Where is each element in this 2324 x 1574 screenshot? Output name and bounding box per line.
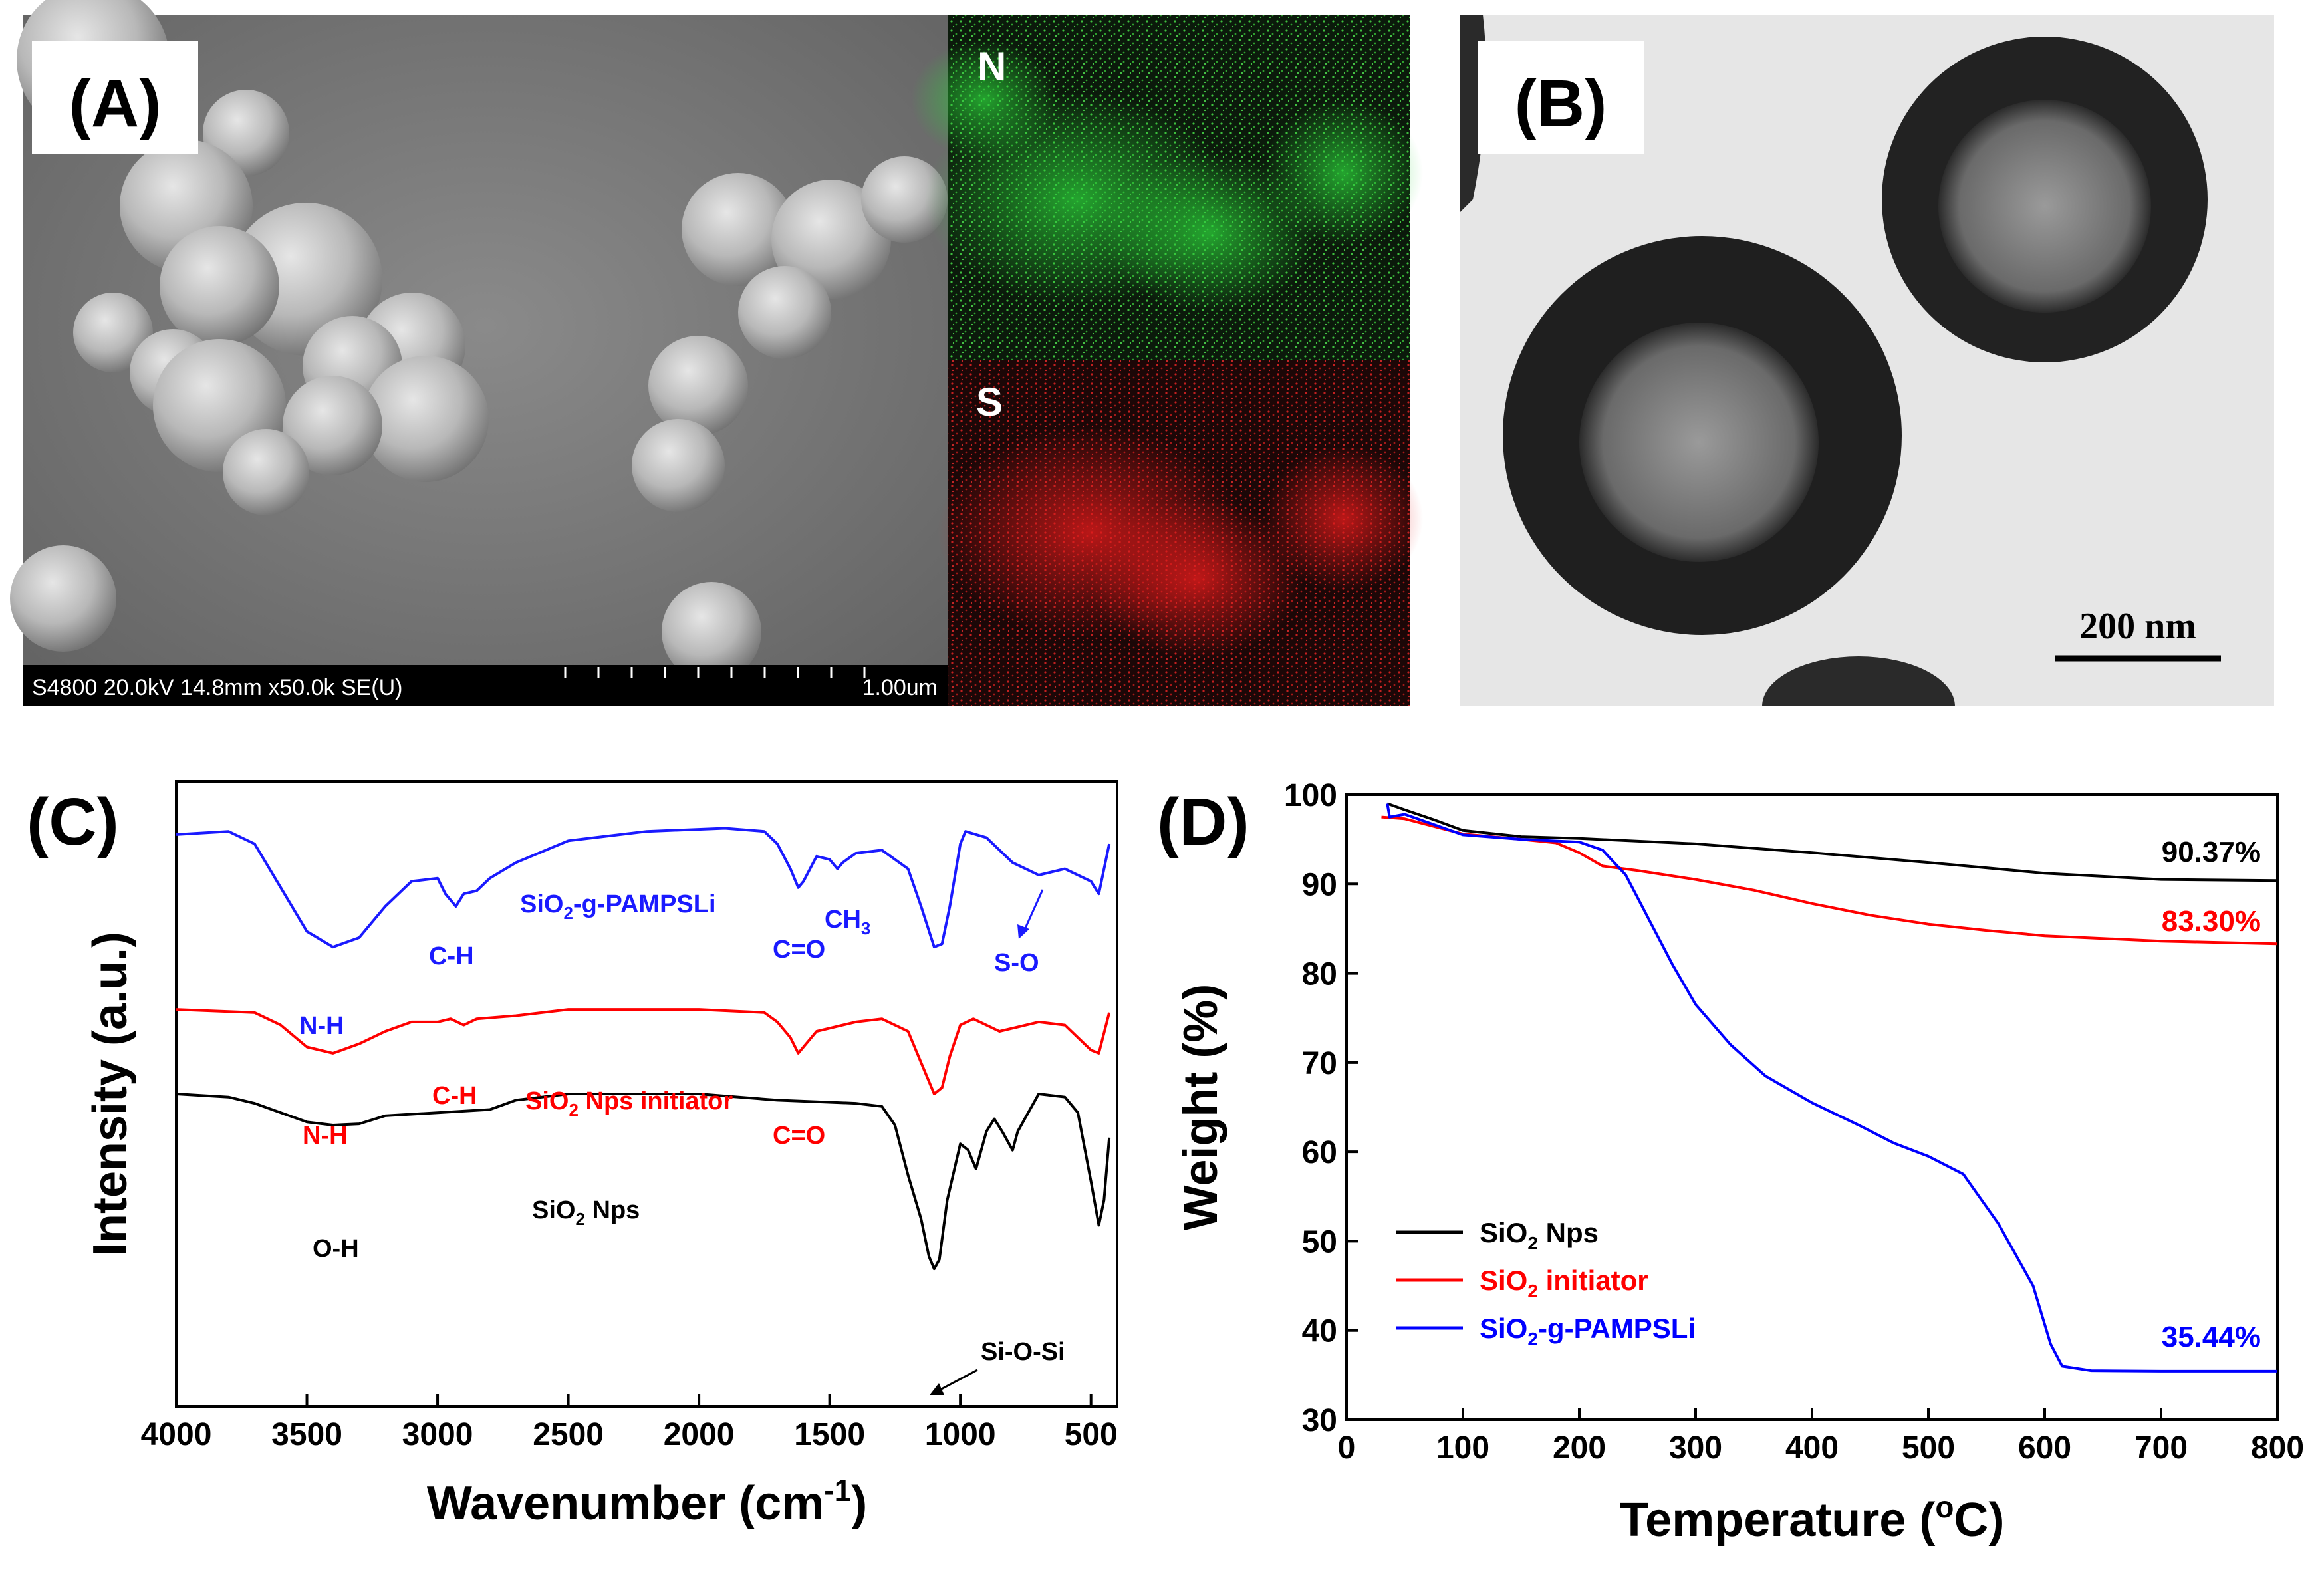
- annot-nh-top: N-H: [299, 1012, 344, 1040]
- end-label-nps: 90.37%: [2162, 836, 2261, 868]
- panel-a: S4800 20.0kV 14.8mm x50.0k SE(U) 1.00um …: [10, 0, 1423, 706]
- ftir-annotations: N-H C-H SiO2-g-PAMPSLi C=O CH3 S-O N-H C…: [299, 889, 1065, 1395]
- tga-y-tick-label: 100: [1284, 778, 1337, 813]
- annot-so-arrowhead: [1017, 924, 1029, 939]
- tga-x-tick-label: 0: [1338, 1430, 1356, 1466]
- panel-c: (C) 4000 3500 3000 2500 2000 1500 1000 500 N-H …: [27, 780, 1118, 1530]
- tga-series-line-0: [1386, 802, 2278, 882]
- tem-scale-text: 200 nm: [2079, 606, 2196, 647]
- annot-ch-top: C-H: [429, 942, 474, 970]
- panel-b: (B) 200 nm: [1460, 15, 2274, 766]
- legend-label-pampsli: SiO2-g-PAMPSLi: [1480, 1313, 1696, 1349]
- ftir-x-tick-label: 1000: [925, 1417, 996, 1452]
- tga-x-tick-label: 200: [1553, 1430, 1606, 1466]
- sem-spheres: [10, 0, 948, 682]
- ftir-x-tick-label: 3000: [402, 1417, 473, 1452]
- ftir-x-tick-label: 4000: [141, 1417, 212, 1452]
- ftir-series-line-0: [176, 827, 1111, 949]
- annot-siosi: Si-O-Si: [981, 1338, 1065, 1366]
- panel-d-label: (D): [1157, 785, 1249, 859]
- tga-y-tick-label: 50: [1302, 1224, 1337, 1259]
- annot-siosi-arrowhead: [930, 1383, 944, 1395]
- annot-co-mid: C=O: [773, 1122, 825, 1150]
- panel-a-label-box: [32, 41, 198, 154]
- tga-y-tick-label: 70: [1302, 1046, 1337, 1081]
- tga-x-tick-label: 100: [1436, 1430, 1489, 1466]
- annot-ch-mid: C-H: [432, 1082, 477, 1110]
- annot-so: S-O: [994, 949, 1039, 977]
- panel-c-label: (C): [27, 785, 119, 859]
- annot-nh-mid: N-H: [303, 1122, 348, 1150]
- end-label-pampsli: 35.44%: [2162, 1321, 2261, 1353]
- tga-x-tick-label: 600: [2018, 1430, 2071, 1466]
- ftir-ylabel: Intensity (a.u.): [84, 932, 137, 1256]
- legend-label-initiator: SiO2 initiator: [1480, 1265, 1648, 1301]
- ftir-series-group: [176, 827, 1111, 1271]
- tem-particle-left: [1503, 236, 1902, 635]
- tga-y-tick-label: 80: [1302, 957, 1337, 992]
- panel-d: (D) 0 100 200 300 400 500 600 700 800 30 40 50 60 70 8…: [1157, 778, 2304, 1547]
- ftir-series-line-1: [176, 1008, 1111, 1095]
- annot-nps-label: SiO2 Nps: [532, 1196, 640, 1229]
- tga-x-tick-label: 800: [2251, 1430, 2304, 1466]
- panel-b-label: (B): [1515, 66, 1607, 141]
- eds-s-label: S: [976, 380, 1003, 424]
- tga-y-tick-label: 40: [1302, 1314, 1337, 1349]
- sem-footer-bar: [23, 665, 948, 706]
- ftir-x-tick-label: 1500: [794, 1417, 865, 1452]
- tga-x-tick-label: 500: [1902, 1430, 1955, 1466]
- legend-label-nps: SiO2 Nps: [1480, 1217, 1599, 1253]
- sem-footer-text: S4800 20.0kV 14.8mm x50.0k SE(U): [32, 675, 403, 700]
- tga-x-tick-label: 300: [1669, 1430, 1722, 1466]
- panel-a-label: (A): [69, 66, 162, 141]
- tga-series-line-2: [1386, 803, 2277, 1373]
- annot-so-arrow: [1023, 889, 1044, 932]
- ftir-x-tick-label: 500: [1065, 1417, 1118, 1452]
- annot-co-top: C=O: [773, 936, 825, 964]
- tga-y-tick-label: 90: [1302, 867, 1337, 902]
- ftir-x-tick-label: 2500: [533, 1417, 604, 1452]
- tem-image-frame-mask: [1460, 706, 2274, 766]
- tga-y-tick-label: 60: [1302, 1135, 1337, 1170]
- eds-n-label: N: [977, 44, 1006, 88]
- tga-x-tick-label: 400: [1785, 1430, 1839, 1466]
- tga-series-group: [1381, 802, 2278, 1373]
- tga-y-tick-label: 30: [1302, 1403, 1337, 1438]
- annot-oh: O-H: [313, 1235, 359, 1263]
- ftir-x-tick-label: 3500: [271, 1417, 342, 1452]
- sem-scale-ticks: [564, 667, 866, 678]
- ftir-x-tick-label: 2000: [664, 1417, 735, 1452]
- end-label-initiator: 83.30%: [2162, 905, 2261, 938]
- annot-pampsli-label: SiO2-g-PAMPSLi: [520, 890, 716, 923]
- ftir-x-ticks: 4000 3500 3000 2500 2000 1500 1000 500: [141, 1394, 1118, 1452]
- tga-ylabel: Weight (%): [1174, 984, 1227, 1231]
- tga-legend: SiO2 Nps SiO2 initiator SiO2-g-PAMPSLi: [1396, 1217, 1696, 1349]
- panel-b-label-box: [1478, 41, 1644, 154]
- annot-ch3: CH3: [825, 906, 870, 938]
- annot-siosi-arrow: [937, 1369, 978, 1392]
- tem-particle-right: [1882, 37, 2208, 362]
- ftir-xlabel: Wavenumber (cm-1): [427, 1473, 867, 1530]
- tga-xlabel: Temperature (oC): [1620, 1490, 2005, 1547]
- sem-scale-text: 1.00um: [862, 675, 938, 700]
- tga-ticks: 0 100 200 300 400 500 600 700 800 30 40 50 60 70 80 90 1…: [1284, 778, 2304, 1466]
- annot-initiator-label: SiO2 Nps initiator: [525, 1087, 733, 1120]
- ftir-series-line-2: [176, 1093, 1111, 1271]
- tga-x-tick-label: 700: [2134, 1430, 2188, 1466]
